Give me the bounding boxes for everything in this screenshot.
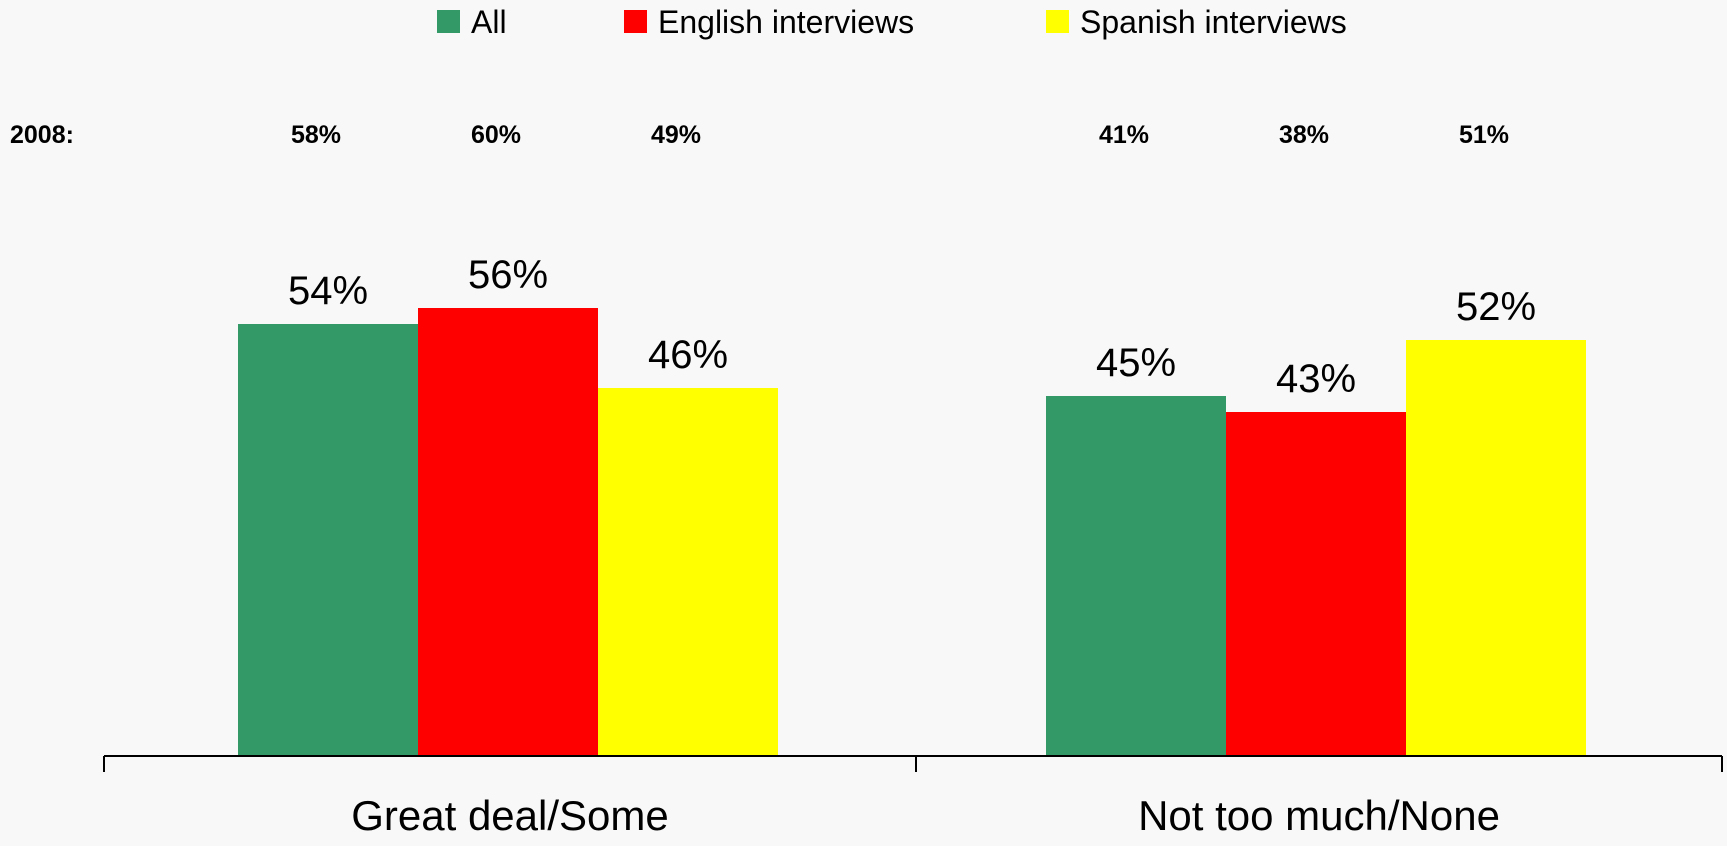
bar: [1406, 340, 1586, 756]
legend-label: English interviews: [658, 4, 914, 40]
value-label: 43%: [1276, 357, 1356, 401]
legend-swatch: [1046, 10, 1069, 33]
bar: [418, 308, 598, 756]
bars: [238, 308, 1586, 756]
value-labels: 54% 56% 46% 45% 43% 52%: [288, 253, 1536, 401]
category-label: Great deal/Some: [351, 792, 669, 839]
comparison-value: 58%: [291, 121, 341, 149]
bar: [1046, 396, 1226, 756]
value-label: 56%: [468, 253, 548, 297]
comparison-value: 49%: [651, 121, 701, 149]
bar: [1226, 412, 1406, 756]
comparison-value: 60%: [471, 121, 521, 149]
legend-swatch: [624, 10, 647, 33]
comparison-value: 51%: [1459, 121, 1509, 149]
x-axis: Great deal/Some Not too much/None: [103, 755, 1723, 839]
category-label: Not too much/None: [1138, 792, 1500, 839]
bar: [598, 388, 778, 756]
comparison-row: 2008: 58% 60% 49% 41% 38% 51%: [10, 121, 1509, 149]
value-label: 54%: [288, 269, 368, 313]
legend: All English interviews Spanish interviews: [437, 4, 1347, 40]
value-label: 52%: [1456, 285, 1536, 329]
comparison-value: 38%: [1279, 121, 1329, 149]
comparison-value: 41%: [1099, 121, 1149, 149]
comparison-row-label: 2008:: [10, 121, 74, 149]
value-label: 45%: [1096, 341, 1176, 385]
legend-label: Spanish interviews: [1080, 4, 1347, 40]
legend-swatch: [437, 10, 460, 33]
bar: [238, 324, 418, 756]
value-label: 46%: [648, 333, 728, 377]
legend-label: All: [471, 4, 507, 40]
